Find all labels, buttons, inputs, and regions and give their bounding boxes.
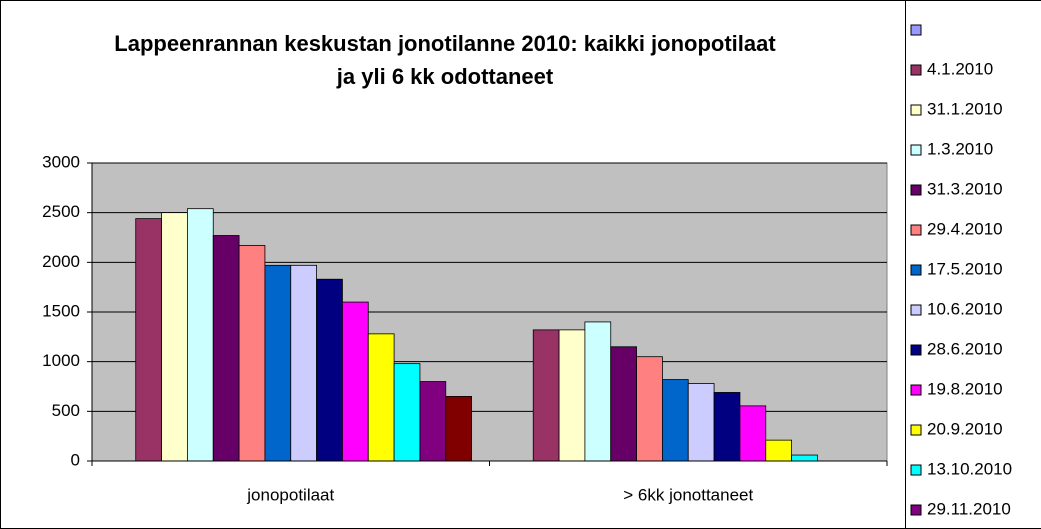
bar: [316, 278, 343, 462]
bar: [662, 379, 689, 462]
y-tick-label: 0: [71, 450, 80, 469]
bar: [610, 346, 637, 462]
chart-title: ja yli 6 kk odottaneet: [336, 64, 554, 89]
bar: [739, 405, 767, 462]
bar: [445, 396, 473, 462]
bar: [290, 264, 317, 462]
legend-label: 29.11.2010: [927, 499, 1011, 518]
legend-label: 31.3.2010: [927, 179, 1003, 198]
legend-label: 31.1.2010: [927, 99, 1003, 118]
legend-box: [905, 0, 1041, 529]
bar: [161, 212, 188, 462]
bar: [212, 235, 240, 462]
legend-label: 10.6.2010: [927, 299, 1003, 318]
bar: [558, 329, 586, 462]
bar: [393, 363, 421, 462]
bar: [419, 381, 447, 462]
y-tick-label: 500: [52, 401, 80, 420]
legend-label: 4.1.2010: [927, 59, 993, 78]
legend-label: 13.10.2010: [927, 459, 1012, 478]
legend-swatch: [910, 384, 922, 396]
legend-swatch: [910, 504, 922, 516]
legend-label: 20.9.2010: [927, 419, 1003, 438]
bar: [186, 208, 214, 462]
bar: [687, 383, 715, 462]
bar: [367, 333, 395, 462]
legend-label: 19.8.2010: [927, 379, 1003, 398]
legend-label: 17.5.2010: [927, 259, 1003, 278]
legend-swatch: [910, 464, 922, 476]
chart-title: Lappeenrannan keskustan jonotilanne 2010…: [114, 31, 776, 56]
legend-label: 28.6.2010: [927, 339, 1003, 358]
y-tick-label: 1000: [42, 351, 80, 370]
bar: [584, 321, 612, 462]
bar: [765, 439, 793, 462]
legend-label: 1.3.2010: [927, 139, 993, 158]
legend-swatch: [910, 64, 922, 76]
y-tick-label: 2500: [42, 202, 80, 221]
y-tick-label: 1500: [42, 301, 80, 320]
bar: [264, 264, 292, 462]
bar: [342, 301, 369, 462]
bar: [636, 356, 663, 462]
x-tick-label: > 6kk jonottaneet: [623, 485, 753, 504]
y-tick-label: 3000: [42, 152, 80, 171]
legend-swatch: [910, 184, 922, 196]
bar: [532, 329, 560, 462]
legend-label: 29.4.2010: [927, 219, 1003, 238]
legend-swatch: [910, 304, 922, 316]
legend-swatch: [910, 264, 922, 276]
legend-swatch: [910, 344, 922, 356]
legend-swatch: [910, 224, 922, 236]
bar: [713, 392, 741, 462]
x-tick-label: jonopotilaat: [246, 485, 334, 504]
bar: [791, 454, 818, 462]
legend-swatch: [910, 424, 922, 436]
y-tick-label: 2000: [42, 252, 80, 271]
legend-swatch: [910, 24, 922, 36]
bar: [238, 245, 266, 462]
legend-swatch: [910, 144, 922, 156]
bar: [135, 218, 162, 462]
legend-swatch: [910, 104, 922, 116]
